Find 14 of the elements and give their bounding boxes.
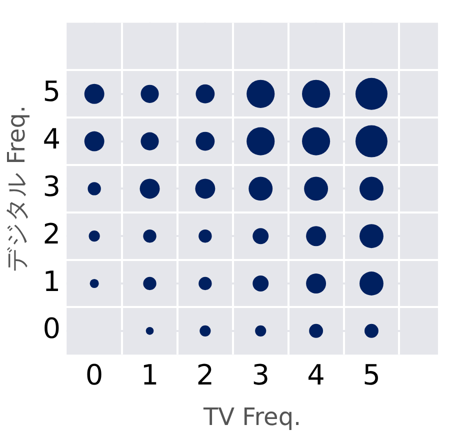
x-tick-label: 0 bbox=[85, 358, 104, 392]
y-tick-label: 2 bbox=[42, 217, 61, 250]
x-tick-label: 4 bbox=[307, 358, 325, 392]
y-tick-label: 1 bbox=[42, 264, 61, 298]
y-tick-label: 3 bbox=[42, 170, 61, 203]
x-tick-label: 3 bbox=[252, 358, 270, 392]
y-tick-label: 0 bbox=[42, 312, 61, 346]
x-tick-label: 2 bbox=[196, 358, 214, 392]
x-tick-label: 1 bbox=[140, 358, 159, 392]
x-axis-title: TV Freq. bbox=[202, 402, 302, 431]
y-tick-label: 4 bbox=[42, 122, 61, 156]
y-tick-label: 5 bbox=[42, 75, 61, 108]
x-tick-label: 5 bbox=[362, 358, 380, 392]
y-axis-title: デジタル Freq. bbox=[2, 105, 31, 272]
